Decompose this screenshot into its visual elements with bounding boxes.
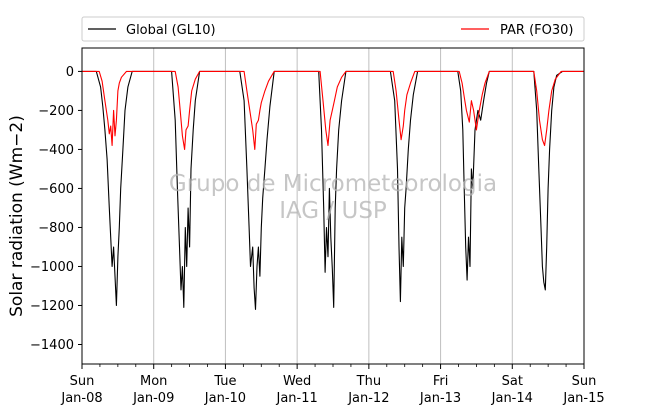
y-tick-label: −800 xyxy=(38,221,74,236)
x-tick-day: Sun xyxy=(70,374,95,389)
series-layer xyxy=(82,70,584,310)
legend-label-global: Global (GL10) xyxy=(126,23,216,38)
x-tick-date: Jan-12 xyxy=(347,391,389,406)
x-ticks: Sun Jan-08 Mon Jan-09 Tue Jan-10 Wed Jan-11 Thu J… xyxy=(60,364,605,406)
x-tick-day: Mon xyxy=(140,374,167,389)
x-tick-date: Jan-14 xyxy=(491,391,533,406)
y-tick-label: −1400 xyxy=(30,338,74,353)
x-tick-day: Wed xyxy=(283,374,311,389)
y-axis-label: Solar radiation (Wm−2) xyxy=(7,115,27,317)
legend: Global (GL10) PAR (FO30) xyxy=(81,16,585,42)
x-tick-day: Fri xyxy=(433,374,449,389)
watermark-line-2: IAG / USP xyxy=(279,198,387,224)
x-tick-date: Jan-15 xyxy=(562,391,604,406)
x-tick-date: Jan-13 xyxy=(419,391,461,406)
y-tick-label: −400 xyxy=(38,143,74,158)
watermark: Grupo de Micrometeorologia IAG / USP xyxy=(169,171,497,224)
x-tick-day: Tue xyxy=(213,374,236,389)
x-tick-day: Sun xyxy=(572,374,597,389)
x-tick-date: Jan-08 xyxy=(60,391,102,406)
x-tick-date: Jan-10 xyxy=(204,391,246,406)
x-tick-date: Jan-09 xyxy=(132,391,174,406)
y-tick-label: −1200 xyxy=(30,299,74,314)
y-ticks: 0 −200 −400 −600 −800 −1000 −1200 −1400 xyxy=(30,65,82,353)
x-tick-day: Thu xyxy=(356,374,381,389)
y-tick-label: −600 xyxy=(38,182,74,197)
legend-label-par: PAR (FO30) xyxy=(500,23,573,38)
watermark-line-1: Grupo de Micrometeorologia xyxy=(169,171,497,197)
x-tick-day: Sat xyxy=(502,374,523,389)
grid-layer xyxy=(153,48,513,364)
x-tick-date: Jan-11 xyxy=(276,391,318,406)
y-tick-label: 0 xyxy=(66,65,74,80)
y-tick-label: −200 xyxy=(38,104,74,119)
y-tick-label: −1000 xyxy=(30,260,74,275)
series-par-line xyxy=(82,70,584,150)
legend-frame xyxy=(81,16,585,42)
